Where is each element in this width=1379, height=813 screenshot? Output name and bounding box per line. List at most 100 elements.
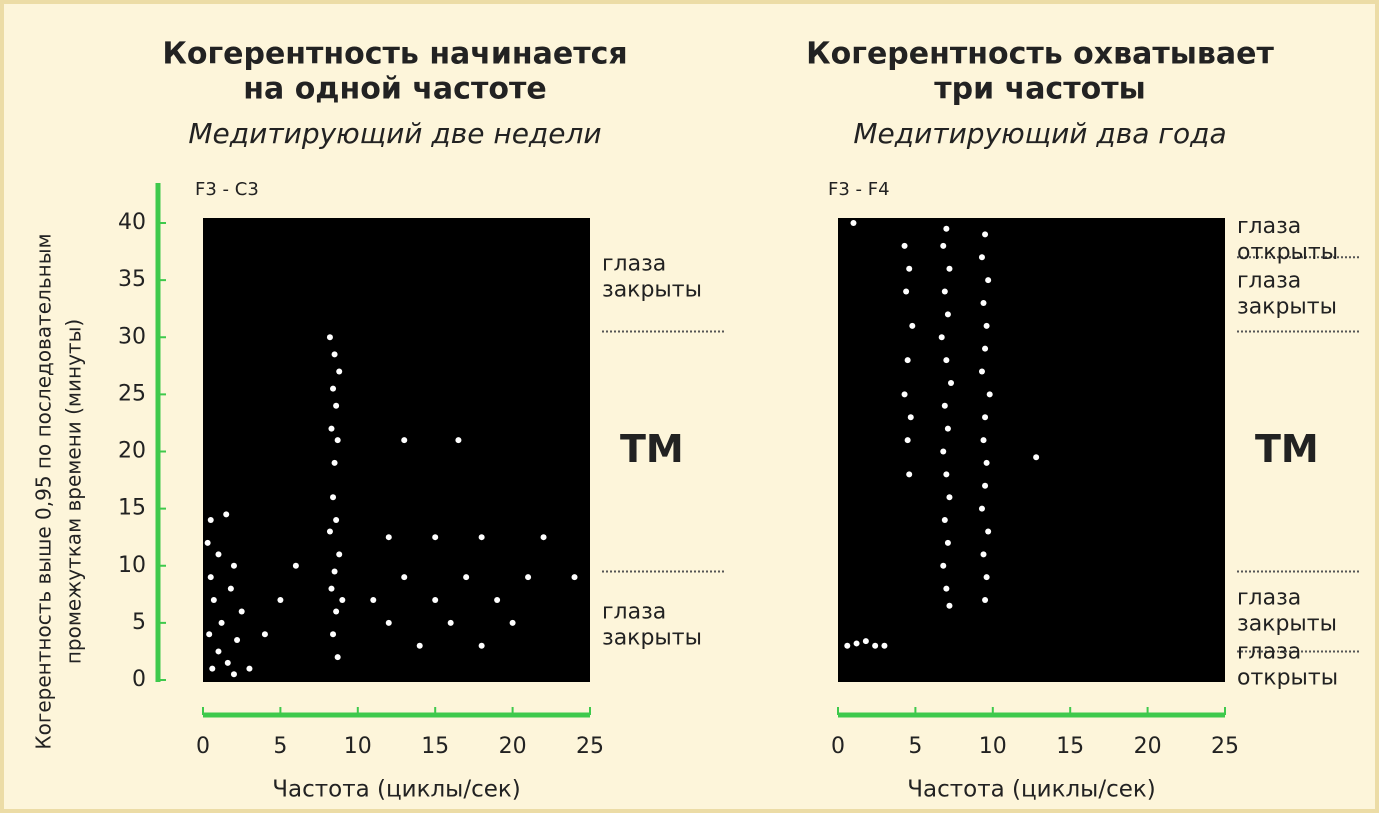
data-point: [942, 403, 948, 409]
data-point: [541, 534, 547, 540]
data-point: [943, 586, 949, 592]
data-point: [939, 334, 945, 340]
phase-label: закрыты: [1237, 611, 1337, 636]
x-tick-label: 0: [196, 734, 210, 759]
data-point: [328, 586, 334, 592]
data-point: [982, 346, 988, 352]
data-point: [881, 643, 887, 649]
data-point: [909, 323, 915, 329]
x-axis-label: Частота (циклы/сек): [907, 777, 1156, 803]
data-point: [333, 517, 339, 523]
chart-subtitle: Медитирующий два года: [853, 117, 1226, 150]
data-point: [946, 266, 952, 272]
data-point: [239, 608, 245, 614]
y-tick-label: 40: [118, 210, 146, 235]
phase-label: глаза: [1237, 268, 1301, 293]
y-axis-label: промежуткам времени (минуты): [62, 319, 86, 664]
y-tick-label: 5: [132, 610, 146, 635]
phase-label: глаза: [602, 251, 666, 276]
data-point: [228, 586, 234, 592]
y-axis-label: Когерентность выше 0,95 по последователь…: [32, 233, 56, 749]
data-point: [844, 643, 850, 649]
x-tick-label: 25: [576, 734, 604, 759]
data-point: [984, 574, 990, 580]
x-tick-label: 0: [831, 734, 845, 759]
x-tick-label: 20: [499, 734, 527, 759]
x-tick-label: 15: [421, 734, 449, 759]
data-point: [985, 528, 991, 534]
x-tick-label: 5: [908, 734, 922, 759]
y-tick-label: 0: [132, 667, 146, 692]
data-point: [943, 471, 949, 477]
data-point: [985, 277, 991, 283]
data-point: [336, 369, 342, 375]
data-point: [432, 597, 438, 603]
x-tick-label: 10: [979, 734, 1007, 759]
data-point: [206, 631, 212, 637]
chart-title: Когерентность охватывает: [806, 37, 1274, 72]
data-point: [386, 620, 392, 626]
data-point: [328, 426, 334, 432]
page: Когерентность начинаетсяна одной частоте…: [0, 0, 1379, 813]
data-point: [330, 631, 336, 637]
data-point: [1033, 454, 1039, 460]
data-point: [448, 620, 454, 626]
phase-label: глаза: [1237, 640, 1301, 665]
data-point: [906, 266, 912, 272]
phase-label: открыты: [1237, 240, 1338, 265]
data-point: [945, 540, 951, 546]
data-point: [262, 631, 268, 637]
y-tick-label: 20: [118, 439, 146, 464]
data-point: [979, 254, 985, 260]
data-point: [903, 289, 909, 295]
phase-label: закрыты: [602, 626, 702, 651]
chart-title: три частоты: [934, 72, 1145, 107]
data-point: [906, 471, 912, 477]
phase-label: открыты: [1237, 666, 1338, 691]
data-point: [370, 597, 376, 603]
data-point: [277, 597, 283, 603]
data-point: [417, 643, 423, 649]
data-point: [208, 517, 214, 523]
data-point: [854, 640, 860, 646]
data-point: [946, 603, 952, 609]
data-point: [479, 643, 485, 649]
channel-label: F3 - F4: [828, 179, 890, 200]
data-point: [525, 574, 531, 580]
data-point: [572, 574, 578, 580]
data-point: [432, 534, 438, 540]
data-point: [333, 608, 339, 614]
chart-subtitle: Медитирующий две недели: [188, 117, 601, 150]
y-tick-label: 35: [118, 267, 146, 292]
phase-label: ТМ: [1255, 427, 1319, 471]
data-point: [905, 357, 911, 363]
data-point: [863, 638, 869, 644]
x-tick-label: 15: [1056, 734, 1084, 759]
data-point: [208, 574, 214, 580]
data-point: [943, 357, 949, 363]
data-point: [333, 403, 339, 409]
phase-label: глаза: [1237, 214, 1301, 239]
data-point: [981, 551, 987, 557]
data-point: [332, 460, 338, 466]
x-tick-label: 5: [273, 734, 287, 759]
data-point: [940, 449, 946, 455]
data-point: [945, 426, 951, 432]
phase-label: глаза: [1237, 585, 1301, 610]
data-point: [223, 511, 229, 517]
data-point: [234, 637, 240, 643]
data-point: [872, 643, 878, 649]
phase-label: глаза: [602, 600, 666, 625]
data-point: [942, 289, 948, 295]
data-point: [211, 597, 217, 603]
data-point: [231, 671, 237, 677]
data-point: [225, 660, 231, 666]
data-point: [982, 414, 988, 420]
data-point: [330, 494, 336, 500]
data-point: [850, 220, 856, 226]
data-point: [209, 666, 215, 672]
plot-area: [203, 218, 590, 682]
x-axis-label: Частота (циклы/сек): [272, 777, 521, 803]
chart-title: Когерентность начинается: [162, 37, 627, 72]
x-tick-label: 10: [344, 734, 372, 759]
